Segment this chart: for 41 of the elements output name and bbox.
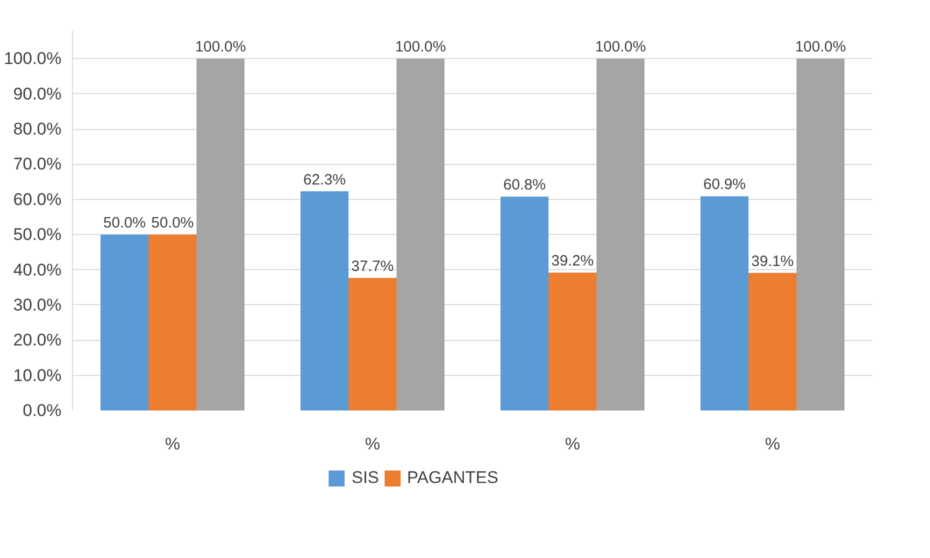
x-tick-label: %: [764, 434, 780, 454]
data-label: 100.0%: [195, 38, 246, 56]
y-tick-label: 80.0%: [13, 120, 62, 139]
data-label: 37.7%: [351, 258, 394, 275]
bar: [596, 58, 644, 410]
bar: [548, 272, 596, 410]
data-label: 39.1%: [751, 252, 794, 270]
y-tick-label: 40.0%: [13, 260, 62, 280]
bar: [748, 272, 796, 410]
y-tick-label: 90.0%: [13, 84, 62, 104]
y-tick-label: 70.0%: [13, 154, 62, 174]
y-tick-label: 0.0%: [22, 401, 62, 420]
y-tick-label: 20.0%: [13, 330, 62, 350]
bar: [796, 58, 844, 410]
bar: [196, 58, 244, 410]
bar: [396, 58, 444, 410]
data-label: 100.0%: [395, 38, 446, 56]
y-tick-label: 10.0%: [13, 366, 62, 385]
legend-label: SIS: [352, 468, 380, 488]
data-label: 100.0%: [595, 38, 646, 56]
data-label: 60.9%: [703, 176, 746, 194]
x-tick-label: %: [364, 434, 380, 454]
data-label: 39.2%: [551, 252, 594, 270]
legend-label: PAGANTES: [407, 468, 498, 488]
x-tick-label: %: [164, 434, 180, 454]
data-label: 50.0%: [103, 214, 146, 232]
bar: [700, 196, 748, 410]
y-tick-label: 30.0%: [13, 295, 62, 314]
bar: [500, 196, 548, 410]
bar: [148, 234, 196, 410]
y-tick-label: 100.0%: [4, 49, 62, 68]
bar: [100, 234, 148, 410]
data-label: 60.8%: [503, 176, 546, 194]
y-tick-label: 50.0%: [13, 225, 62, 244]
data-label: 62.3%: [303, 171, 346, 188]
x-tick-label: %: [564, 434, 580, 454]
bar: [300, 191, 348, 410]
y-tick-label: 60.0%: [13, 190, 62, 209]
data-label: 100.0%: [795, 38, 846, 56]
bar: [348, 278, 396, 410]
data-label: 50.0%: [151, 214, 194, 232]
